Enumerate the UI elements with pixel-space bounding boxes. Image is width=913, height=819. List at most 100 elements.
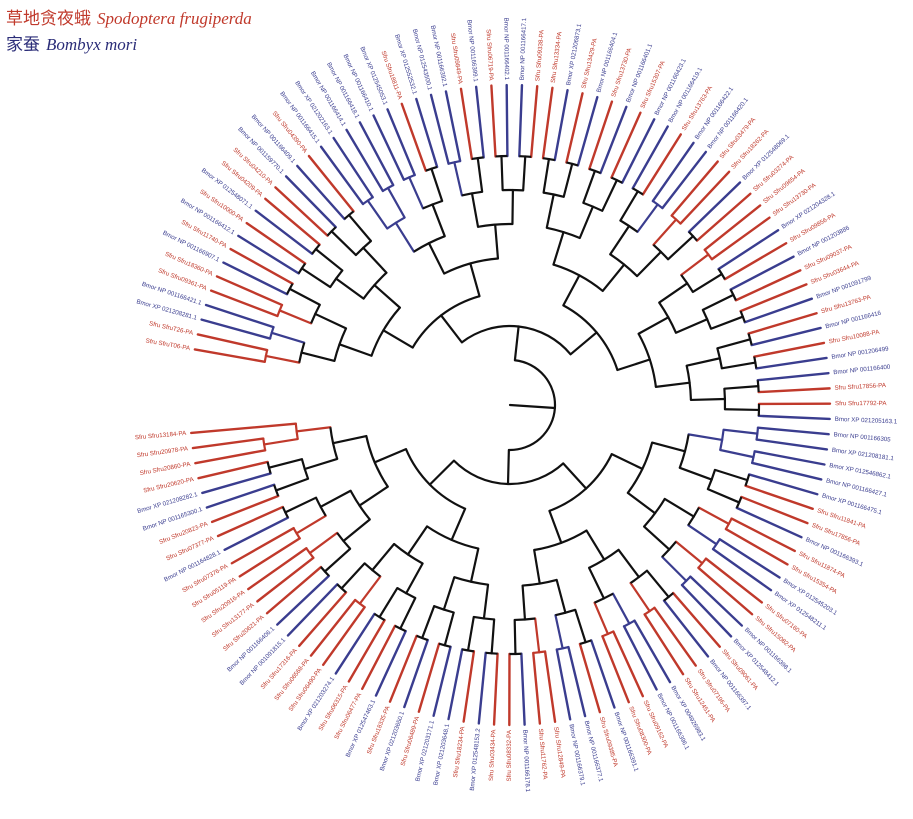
internal-branch [453, 161, 464, 197]
internal-branch [521, 584, 527, 621]
leaf-branch [672, 591, 721, 648]
leaf-branch [643, 613, 685, 676]
internal-branch [636, 203, 659, 233]
leaf-branch [256, 556, 315, 603]
leaf-label: Bmor NP 001166377.1 [583, 720, 605, 783]
leaf-label: Sfru Sfru17792-PA [835, 400, 887, 407]
leaf-branch [621, 118, 656, 184]
leaf-label: Sfru Sfru09338-PA [534, 29, 545, 82]
leaf-branch [687, 181, 742, 234]
leaf-label: Bmor NP 001166392.1 [429, 25, 448, 88]
leaf-branch [734, 269, 802, 302]
leaf-label: Bmor XP 012545203.1 [782, 577, 839, 617]
leaf-branch [744, 484, 814, 511]
internal-branch [601, 179, 618, 212]
leaf-label: Bmor NP 001166415.1 [278, 90, 321, 145]
internal-branch [680, 253, 710, 277]
leaf-branch [296, 164, 346, 221]
leaf-branch [747, 312, 818, 335]
leaf-branch [641, 133, 683, 196]
internal-branch [574, 608, 587, 644]
internal-branch [421, 605, 436, 640]
internal-branch [691, 272, 723, 294]
internal-branch [278, 309, 313, 325]
leaf-branch [237, 234, 300, 275]
leaf-branch [723, 242, 788, 281]
leaf-branch [238, 537, 301, 578]
leaf-branch [332, 136, 374, 199]
leaf-branch [750, 326, 822, 347]
leaf-branch [432, 645, 452, 717]
leaf-branch [223, 516, 290, 552]
leaf-branch [697, 566, 754, 616]
internal-branch [362, 246, 388, 274]
leaf-branch [209, 289, 279, 318]
internal-branch [371, 542, 396, 572]
leaf-label: Bmor NP 001166422.1 [694, 85, 736, 141]
internal-branch [706, 488, 741, 504]
internal-branch [300, 267, 332, 289]
leaf-branch [322, 605, 366, 667]
leaf-label: Sfru Sfru20620-PA [143, 476, 196, 495]
leaf-branch [679, 170, 731, 225]
leaf-label: Sfru Sfru13184-PA [135, 430, 188, 442]
leaf-branch [747, 473, 819, 496]
leaf-branch [578, 642, 602, 714]
species-legend: 草地贪夜蛾 Spodoptera frugiperda 家蚕 Bombyx mo… [6, 6, 252, 58]
leaf-branch [230, 526, 295, 565]
internal-branch [569, 331, 598, 356]
leaf-branch [565, 92, 584, 164]
leaf-label: Bmor NP 001166402.1 [502, 18, 510, 81]
leaf-label: Bmor XP 012546862.1 [829, 462, 892, 481]
internal-branch [303, 457, 339, 471]
leaf-branch [718, 538, 781, 579]
internal-branch [373, 447, 408, 464]
leaf-label: Sfru Sfru08332-PA [506, 729, 513, 781]
internal-branch [399, 596, 417, 630]
leaf-branch [319, 145, 365, 206]
internal-branch [476, 156, 484, 193]
leaf-branch [204, 303, 275, 329]
leaf-label: Bmor NP 001166400 [833, 364, 891, 377]
leaf-branch [417, 642, 441, 713]
leaf-branch [520, 652, 526, 726]
internal-branch [450, 507, 467, 542]
leaf-label: Bmor NP 001166305 [833, 431, 891, 443]
internal-branch [585, 529, 606, 561]
internal-branch [490, 618, 496, 655]
leaf-branch [247, 547, 308, 591]
leaf-branch [334, 612, 376, 675]
internal-branch [442, 576, 456, 611]
internal-branch [378, 587, 399, 619]
leaf-label: Sfru Sfru09385-PA [598, 716, 619, 768]
leaf-branch [610, 111, 642, 179]
leaf-label: Sfru Sfru20860-PA [139, 461, 192, 477]
leaf-label: Bmor XP 004926983.1 [669, 685, 707, 743]
internal-branch [674, 318, 709, 334]
leaf-branch [729, 255, 795, 291]
internal-branch [284, 496, 318, 514]
leaf-label: Sfru Sfru06489-PA [400, 715, 422, 767]
leaf-branch [567, 645, 587, 718]
leaf-branch [662, 599, 710, 658]
leaf-branch [462, 650, 476, 723]
internal-branch [661, 555, 688, 582]
leaf-branch [298, 591, 348, 648]
internal-branch [288, 287, 321, 306]
leaf-branch [753, 341, 826, 358]
leaf-branch [284, 175, 337, 229]
leaf-label: Bmor XP 012548153.2 [469, 728, 482, 791]
internal-branch [582, 169, 597, 204]
internal-branch [500, 155, 504, 192]
leaf-branch [541, 86, 554, 160]
leaf-branch [710, 216, 771, 261]
leaf-label: Bmor NP 001166399.1 [465, 19, 479, 82]
leaf-branch [309, 598, 357, 657]
internal-branch [666, 235, 695, 261]
internal-branch [386, 186, 406, 219]
leaf-branch [210, 494, 280, 524]
legend-bombyx: 家蚕 Bombyx mori [6, 32, 252, 58]
internal-branch [545, 193, 555, 229]
internal-branch [263, 437, 299, 446]
internal-branch [405, 562, 424, 595]
